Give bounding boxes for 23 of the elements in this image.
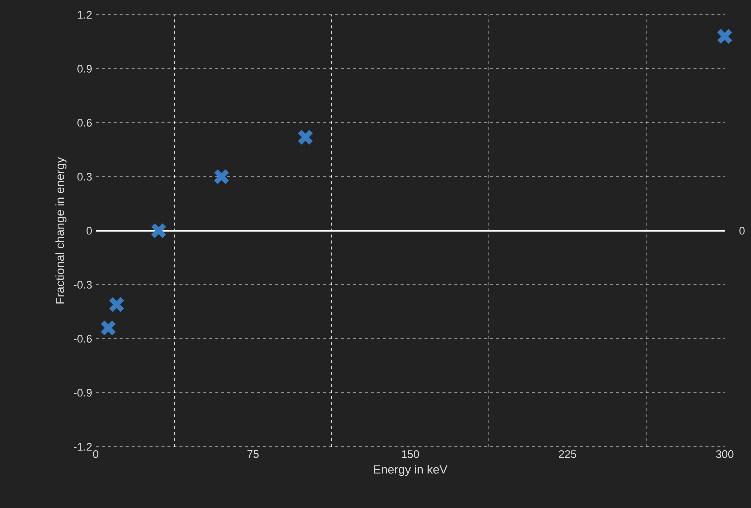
point — [108, 296, 126, 313]
y-tick-label: 1.2 — [78, 11, 92, 19]
point — [716, 28, 734, 45]
x-axis-title: Energy in keV — [374, 465, 448, 476]
x-tick-label: 75 — [248, 450, 259, 458]
x-tick-label: 0 — [93, 450, 99, 458]
y-tick-label: 0.6 — [78, 119, 92, 127]
point — [150, 222, 168, 240]
y-tick-label: 0.3 — [78, 173, 92, 181]
y-tick-label: 0 — [86, 227, 92, 235]
y-tick-label: -0.6 — [74, 335, 92, 343]
point — [214, 168, 230, 186]
x-tick-label: 225 — [559, 450, 576, 458]
y-axis-title: Fractional change in energy — [56, 157, 67, 304]
y-tick-label: -0.9 — [74, 389, 92, 397]
y-tick-label: -0.3 — [74, 281, 92, 289]
y-tick-label: 0.9 — [78, 65, 92, 73]
point — [298, 129, 314, 146]
point — [100, 320, 117, 336]
ref-line-label: 0 — [740, 227, 745, 235]
y-tick-label: -1.2 — [74, 443, 92, 451]
x-tick-label: 300 — [716, 450, 734, 458]
x-tick-label: 150 — [402, 450, 420, 458]
